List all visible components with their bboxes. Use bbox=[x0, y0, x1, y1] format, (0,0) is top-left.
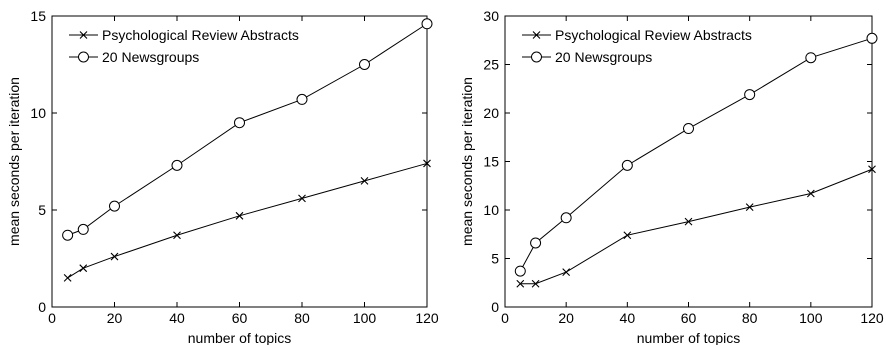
legend: Psychological Review Abstracts 20 Newsgro… bbox=[522, 27, 752, 65]
data-point bbox=[235, 211, 244, 220]
data-point bbox=[684, 217, 693, 226]
legend-marker bbox=[79, 31, 88, 39]
y-tick-label: 10 bbox=[30, 105, 46, 121]
data-point bbox=[530, 237, 542, 249]
data-point bbox=[531, 279, 540, 288]
legend-marker bbox=[532, 31, 541, 39]
x-tick-label: 100 bbox=[799, 310, 823, 326]
x-tick-label: 40 bbox=[169, 310, 185, 326]
data-point bbox=[514, 265, 526, 277]
legend: Psychological Review Abstracts 20 Newsgro… bbox=[69, 27, 299, 65]
data-point bbox=[683, 123, 694, 135]
data-point bbox=[868, 165, 876, 174]
legend-marker bbox=[78, 51, 89, 63]
data-point bbox=[623, 231, 632, 240]
data-point bbox=[296, 93, 308, 105]
data-point bbox=[805, 52, 817, 64]
y-tick-label: 0 bbox=[38, 299, 46, 315]
x-tick-label: 60 bbox=[232, 310, 248, 326]
series-2 bbox=[514, 32, 878, 277]
x-tick-label: 100 bbox=[353, 310, 377, 326]
y-tick-label: 30 bbox=[483, 8, 499, 24]
y-axis-title: mean seconds per iteration bbox=[6, 77, 22, 246]
data-point bbox=[516, 279, 525, 288]
x-tick-label: 20 bbox=[558, 310, 574, 326]
data-point bbox=[63, 274, 72, 282]
y-tick-label: 5 bbox=[38, 202, 46, 218]
y-tick-label: 0 bbox=[491, 299, 499, 315]
x-tick-label: 40 bbox=[620, 310, 636, 326]
data-point bbox=[62, 229, 74, 241]
data-point bbox=[745, 203, 754, 211]
y-tick-label: 15 bbox=[30, 8, 46, 24]
x-axis-title: number of topics bbox=[637, 330, 741, 345]
data-point bbox=[173, 231, 181, 240]
y-tick-label: 10 bbox=[483, 202, 499, 218]
legend-label: Psychological Review Abstracts bbox=[102, 27, 299, 43]
x-tick-label: 60 bbox=[681, 310, 697, 326]
x-tick-label: 80 bbox=[742, 310, 758, 326]
data-point bbox=[109, 200, 120, 212]
x-tick-label: 120 bbox=[860, 310, 884, 326]
data-point bbox=[806, 189, 815, 198]
data-point bbox=[621, 159, 633, 171]
y-tick-label: 25 bbox=[483, 57, 499, 73]
chart-panel-1: 0 20 40 60 80 100 120 0 5 10 15 number of topics mea… bbox=[6, 8, 439, 345]
x-tick-label: 80 bbox=[294, 310, 310, 326]
data-point bbox=[360, 177, 369, 185]
series-2 bbox=[62, 18, 433, 241]
data-point bbox=[560, 212, 572, 224]
legend-label: 20 Newsgroups bbox=[555, 49, 652, 65]
series-line bbox=[520, 168, 873, 285]
series-line bbox=[67, 162, 428, 279]
data-point bbox=[866, 32, 878, 44]
y-axis-title: mean seconds per iteration bbox=[459, 77, 475, 246]
series-1 bbox=[63, 159, 431, 282]
legend-label: 20 Newsgroups bbox=[102, 49, 199, 65]
y-tick-label: 5 bbox=[491, 251, 499, 267]
data-point bbox=[421, 18, 433, 30]
data-point bbox=[423, 159, 431, 168]
x-tick-label: 0 bbox=[501, 310, 509, 326]
data-point bbox=[744, 89, 756, 101]
y-tick-label: 15 bbox=[483, 154, 499, 170]
series-line bbox=[519, 37, 873, 272]
x-axis-title: number of topics bbox=[188, 330, 292, 345]
data-point bbox=[110, 252, 119, 261]
x-tick-label: 120 bbox=[415, 310, 439, 326]
data-point bbox=[359, 59, 370, 70]
data-point bbox=[298, 194, 306, 203]
data-point bbox=[171, 159, 183, 171]
chart-panel-2: 0 20 40 60 80 100 120 0 5 10 15 20 25 30 number of top… bbox=[459, 8, 884, 345]
x-tick-label: 0 bbox=[48, 310, 56, 326]
x-tick-label: 20 bbox=[107, 310, 123, 326]
data-point bbox=[234, 117, 245, 129]
data-point bbox=[79, 264, 88, 273]
series-line bbox=[67, 23, 428, 236]
legend-marker bbox=[531, 51, 542, 63]
series-1 bbox=[516, 165, 876, 288]
data-point bbox=[562, 268, 571, 276]
y-tick-label: 20 bbox=[483, 105, 499, 121]
data-point bbox=[77, 223, 89, 235]
legend-label: Psychological Review Abstracts bbox=[555, 27, 752, 43]
